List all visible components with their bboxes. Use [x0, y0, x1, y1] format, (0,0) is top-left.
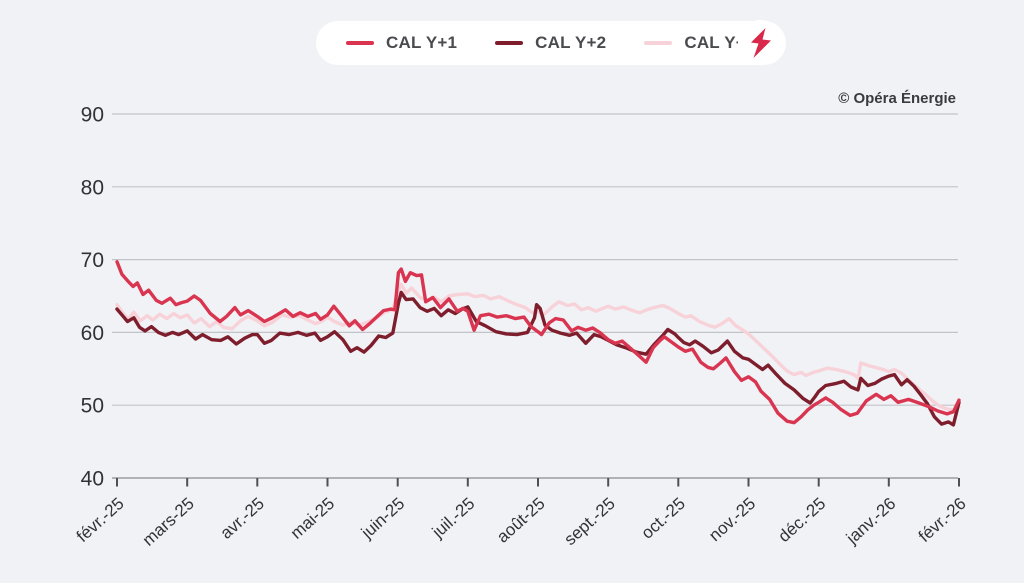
- x-axis-tick-label: oct.-25: [638, 494, 689, 543]
- legend-item-cal-y1[interactable]: CAL Y+1: [346, 33, 457, 53]
- x-axis-tick-label: janv.-26: [842, 494, 899, 548]
- legend-label-cal-y3: CAL Y+3: [684, 33, 756, 52]
- chart-legend: CAL Y+1 CAL Y+2 CAL Y+3: [316, 21, 786, 65]
- x-axis-tick-label: août-25: [493, 494, 549, 547]
- lightning-bolt-icon: [750, 27, 771, 58]
- legend-swatch-cal-y1: [346, 41, 374, 45]
- legend-swatch-cal-y3: [644, 41, 673, 45]
- y-axis-tick-label: 50: [81, 395, 104, 418]
- x-axis-tick-label: mai-25: [287, 494, 338, 543]
- legend-swatch-cal-y2: [495, 41, 524, 45]
- series-line-cal-y-1: [115, 260, 961, 425]
- x-axis-tick-label: avr.-25: [217, 494, 268, 543]
- legend-label-cal-y1: CAL Y+1: [386, 33, 458, 52]
- brand-bolt-badge: [738, 20, 783, 65]
- y-axis-tick-label: 70: [81, 249, 104, 272]
- x-axis-tick-label: juil.-25: [428, 494, 479, 542]
- legend-item-cal-y3[interactable]: CAL Y+3: [644, 33, 755, 53]
- x-axis: févr.-25 mars-25 avr.-25 mai-25 juin-25 juil.…: [73, 478, 970, 550]
- y-axis-labels: 40 50 60 70 80 90: [81, 104, 104, 491]
- x-axis-tick-label: déc.-25: [775, 494, 830, 546]
- legend-item-cal-y2[interactable]: CAL Y+2: [495, 33, 606, 53]
- legend-label-cal-y2: CAL Y+2: [535, 33, 607, 52]
- x-axis-tick-label: févr.-25: [73, 494, 128, 546]
- x-axis-tick-label: mars-25: [139, 494, 198, 550]
- series-line-cal-y-3: [115, 282, 961, 412]
- x-axis-tick-label: févr.-26: [915, 494, 970, 546]
- y-axis-tick-label: 90: [81, 104, 104, 127]
- x-axis-tick-label: sept.-25: [561, 494, 619, 549]
- y-axis-tick-label: 80: [81, 176, 104, 199]
- gridlines: [112, 113, 958, 479]
- y-axis-tick-label: 40: [81, 468, 104, 491]
- y-axis-tick-label: 60: [81, 322, 104, 345]
- series-line-cal-y-2: [115, 290, 961, 427]
- copyright-attribution: © Opéra Énergie: [838, 90, 956, 107]
- x-axis-tick-label: nov.-25: [705, 494, 759, 545]
- x-axis-tick-label: juin-25: [357, 494, 408, 543]
